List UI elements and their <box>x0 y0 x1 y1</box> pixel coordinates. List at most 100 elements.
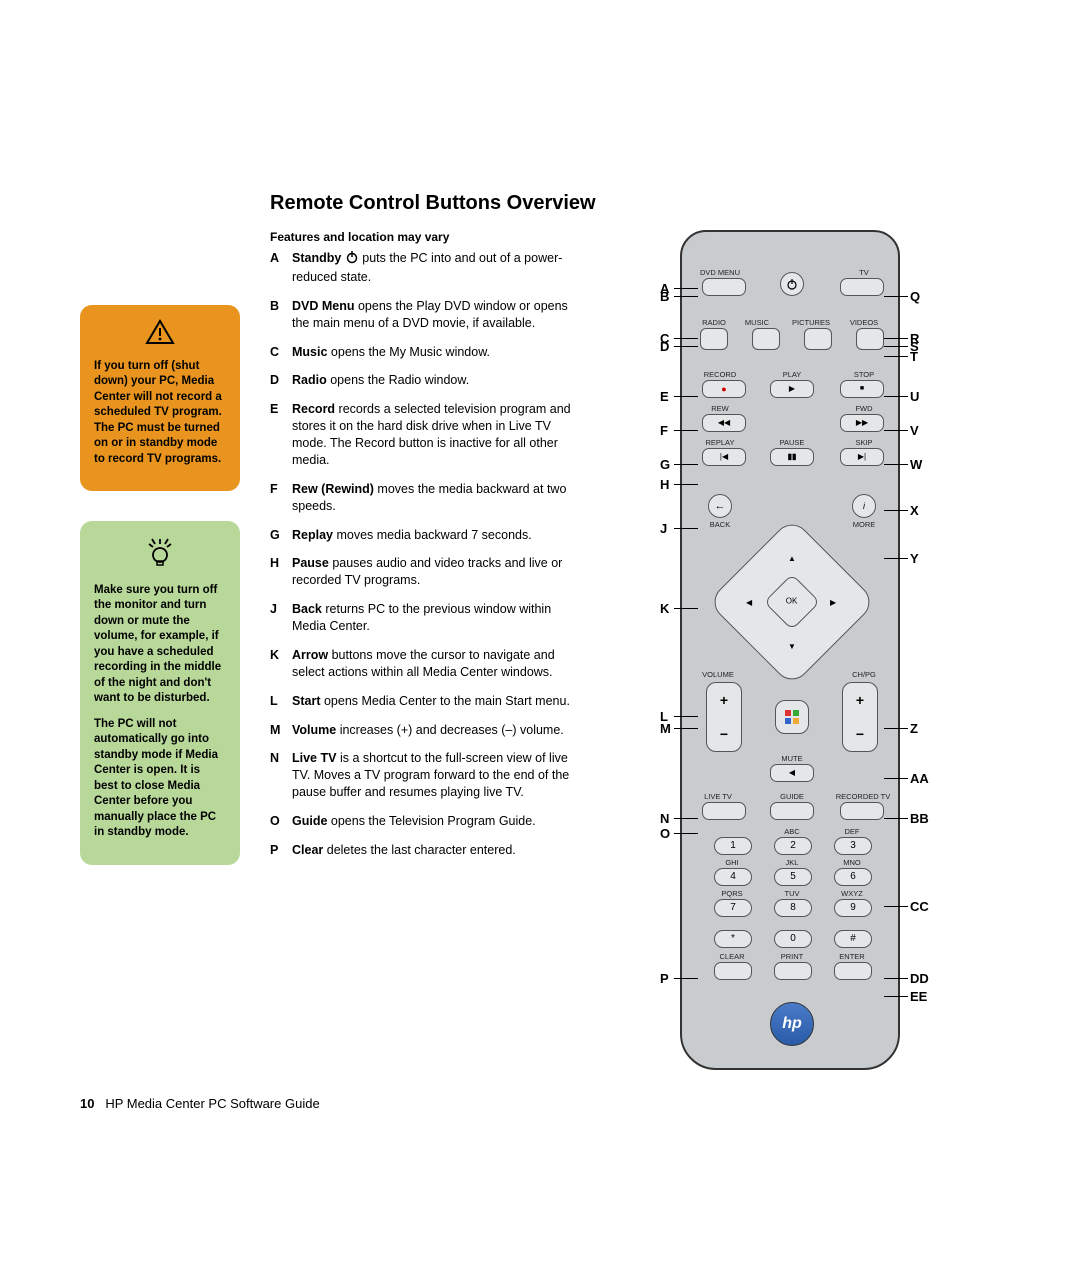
label-clear: CLEAR <box>712 952 752 962</box>
lead-EE: EE <box>910 988 927 1006</box>
definition-item: FRew (Rewind) moves the media backward a… <box>270 481 580 515</box>
btn-more: i <box>852 494 876 518</box>
num-6: 6 <box>834 868 872 886</box>
btn-livetv <box>702 802 746 820</box>
lead-B: B <box>660 288 669 306</box>
btn-pictures <box>804 328 832 350</box>
label-fwd: FWD <box>844 404 884 414</box>
label-wxyz: WXYZ <box>832 889 872 899</box>
label-jkl: JKL <box>772 858 812 868</box>
label-chpg: CH/PG <box>844 670 884 680</box>
num-5: 5 <box>774 868 812 886</box>
label-abc: ABC <box>772 827 812 837</box>
label-mno: MNO <box>832 858 872 868</box>
lead-J: J <box>660 520 667 538</box>
btn-tv <box>840 278 884 296</box>
num-0: 0 <box>774 930 812 948</box>
btn-music <box>752 328 780 350</box>
num-9: 9 <box>834 899 872 917</box>
label-mute: MUTE <box>772 754 812 764</box>
definition-item: HPause pauses audio and video tracks and… <box>270 555 580 589</box>
page-number: 10 <box>80 1096 94 1111</box>
label-rew: REW <box>700 404 740 414</box>
lead-DD: DD <box>910 970 929 988</box>
label-guide: GUIDE <box>772 792 812 802</box>
btn-fwd: ▶▶ <box>840 414 884 432</box>
definition-item: PClear deletes the last character entere… <box>270 842 580 859</box>
btn-print <box>774 962 812 980</box>
warning-icon <box>94 319 226 351</box>
btn-standby <box>780 272 804 296</box>
btn-pause: ▮▮ <box>770 448 814 466</box>
arrow-up-icon: ▲ <box>788 554 796 565</box>
lead-H: H <box>660 476 669 494</box>
num-*: * <box>714 930 752 948</box>
num-7: 7 <box>714 899 752 917</box>
arrow-right-icon: ▶ <box>830 598 836 609</box>
arrow-down-icon: ▼ <box>788 642 796 653</box>
definition-item: NLive TV is a shortcut to the full-scree… <box>270 750 580 801</box>
lead-BB: BB <box>910 810 929 828</box>
label-pause: PAUSE <box>772 438 812 448</box>
lead-P: P <box>660 970 669 988</box>
btn-guide <box>770 802 814 820</box>
page-footer: 10 HP Media Center PC Software Guide <box>80 1095 320 1113</box>
num-2: 2 <box>774 837 812 855</box>
definition-item: MVolume increases (+) and decreases (–) … <box>270 722 580 739</box>
lead-Y: Y <box>910 550 919 568</box>
btn-skip: ▶| <box>840 448 884 466</box>
lead-F: F <box>660 422 668 440</box>
page-title: Remote Control Buttons Overview <box>270 190 1000 217</box>
num-1: 1 <box>714 837 752 855</box>
label-pqrs: PQRS <box>712 889 752 899</box>
definition-item: AStandby puts the PC into and out of a p… <box>270 250 580 286</box>
label-videos: VIDEOS <box>844 318 884 328</box>
lead-CC: CC <box>910 898 929 916</box>
num-4: 4 <box>714 868 752 886</box>
label-enter: ENTER <box>832 952 872 962</box>
definition-item: JBack returns PC to the previous window … <box>270 601 580 635</box>
btn-radio <box>700 328 728 350</box>
lead-O: O <box>660 825 670 843</box>
tip-text-2: The PC will not automatically go into st… <box>94 717 226 841</box>
btn-start <box>775 700 809 734</box>
rocker-volume: +− <box>706 682 742 752</box>
btn-play: ▶ <box>770 380 814 398</box>
remote-diagram: DVD MENU TV RADIO MUSIC PICTURES VIDEOS … <box>610 230 990 1110</box>
label-dvdmenu: DVD MENU <box>700 268 740 278</box>
btn-rew: ◀◀ <box>702 414 746 432</box>
label-print: PRINT <box>772 952 812 962</box>
definitions-list: AStandby puts the PC into and out of a p… <box>270 250 580 859</box>
definition-item: DRadio opens the Radio window. <box>270 372 580 389</box>
btn-record: ● <box>702 380 746 398</box>
definition-item: CMusic opens the My Music window. <box>270 344 580 361</box>
num-#: # <box>834 930 872 948</box>
warning-text: If you turn off (shut down) your PC, Med… <box>94 359 226 468</box>
lead-Q: Q <box>910 288 920 306</box>
label-recordedtv: RECORDED TV <box>834 792 892 802</box>
btn-stop: ■ <box>840 380 884 398</box>
btn-recordedtv <box>840 802 884 820</box>
btn-dvdmenu <box>702 278 746 296</box>
btn-mute: ◀ <box>770 764 814 782</box>
label-tuv: TUV <box>772 889 812 899</box>
num-3: 3 <box>834 837 872 855</box>
label-play: PLAY <box>772 370 812 380</box>
tip-callout: Make sure you turn off the monitor and t… <box>80 521 240 865</box>
definition-item: OGuide opens the Television Program Guid… <box>270 813 580 830</box>
label-back: BACK <box>700 520 740 530</box>
lead-W: W <box>910 456 922 474</box>
lead-X: X <box>910 502 919 520</box>
btn-clear <box>714 962 752 980</box>
definition-item: LStart opens Media Center to the main St… <box>270 693 580 710</box>
btn-videos <box>856 328 884 350</box>
dpad: OK ▲ ▼ ◀ ▶ <box>732 542 852 662</box>
lead-Z: Z <box>910 720 918 738</box>
lead-K: K <box>660 600 669 618</box>
tip-text-1: Make sure you turn off the monitor and t… <box>94 583 226 707</box>
label-def: DEF <box>832 827 872 837</box>
lead-G: G <box>660 456 670 474</box>
arrow-left-icon: ◀ <box>746 598 752 609</box>
label-music: MUSIC <box>737 318 777 328</box>
definition-item: ERecord records a selected television pr… <box>270 401 580 469</box>
